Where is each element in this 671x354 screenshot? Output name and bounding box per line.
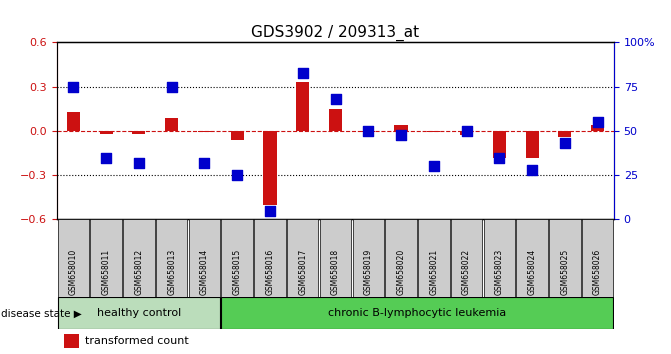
Bar bbox=[165, 118, 178, 131]
Point bbox=[199, 160, 210, 166]
Point bbox=[166, 84, 177, 90]
Text: GSM658011: GSM658011 bbox=[102, 249, 111, 295]
Bar bbox=[67, 112, 80, 131]
Text: GSM658012: GSM658012 bbox=[134, 249, 144, 295]
FancyBboxPatch shape bbox=[254, 219, 286, 297]
Point bbox=[461, 128, 472, 134]
Bar bbox=[591, 125, 604, 131]
Point bbox=[396, 132, 407, 137]
Text: disease state ▶: disease state ▶ bbox=[1, 308, 82, 318]
Bar bbox=[525, 131, 539, 158]
Text: GSM658018: GSM658018 bbox=[331, 249, 340, 295]
Point bbox=[560, 141, 570, 146]
Bar bbox=[362, 131, 375, 132]
Text: GSM658016: GSM658016 bbox=[266, 249, 274, 295]
Text: GSM658010: GSM658010 bbox=[69, 249, 78, 295]
FancyBboxPatch shape bbox=[91, 219, 122, 297]
FancyBboxPatch shape bbox=[385, 219, 417, 297]
FancyBboxPatch shape bbox=[287, 219, 319, 297]
FancyBboxPatch shape bbox=[517, 219, 548, 297]
FancyBboxPatch shape bbox=[221, 219, 253, 297]
Point bbox=[363, 128, 374, 134]
Text: GSM658014: GSM658014 bbox=[200, 249, 209, 295]
Point bbox=[330, 96, 341, 102]
Text: GSM658023: GSM658023 bbox=[495, 249, 504, 295]
Bar bbox=[231, 131, 244, 140]
Text: GSM658015: GSM658015 bbox=[233, 249, 242, 295]
Point bbox=[134, 160, 144, 166]
Text: GSM658024: GSM658024 bbox=[527, 249, 537, 295]
Bar bbox=[99, 131, 113, 134]
Text: GSM658020: GSM658020 bbox=[397, 249, 405, 295]
Text: GSM658025: GSM658025 bbox=[560, 249, 569, 295]
Point bbox=[428, 164, 439, 169]
Point bbox=[494, 155, 505, 160]
Text: healthy control: healthy control bbox=[97, 308, 181, 318]
Bar bbox=[329, 109, 342, 131]
FancyBboxPatch shape bbox=[451, 219, 482, 297]
Bar bbox=[132, 131, 146, 134]
FancyBboxPatch shape bbox=[189, 219, 220, 297]
Bar bbox=[395, 125, 407, 131]
FancyBboxPatch shape bbox=[123, 219, 154, 297]
FancyBboxPatch shape bbox=[418, 219, 450, 297]
Text: GSM658013: GSM658013 bbox=[167, 249, 176, 295]
Bar bbox=[427, 131, 440, 132]
Bar bbox=[296, 82, 309, 131]
Point bbox=[592, 119, 603, 125]
FancyBboxPatch shape bbox=[156, 219, 187, 297]
Bar bbox=[460, 131, 473, 135]
FancyBboxPatch shape bbox=[221, 297, 613, 329]
Bar bbox=[493, 131, 506, 158]
Point bbox=[232, 172, 243, 178]
Text: transformed count: transformed count bbox=[85, 336, 189, 346]
Point bbox=[527, 167, 537, 173]
FancyBboxPatch shape bbox=[484, 219, 515, 297]
FancyBboxPatch shape bbox=[549, 219, 580, 297]
Point bbox=[101, 155, 111, 160]
Point bbox=[297, 70, 308, 75]
Text: chronic B-lymphocytic leukemia: chronic B-lymphocytic leukemia bbox=[328, 308, 507, 318]
Bar bbox=[558, 131, 572, 137]
Text: GSM658022: GSM658022 bbox=[462, 249, 471, 295]
FancyBboxPatch shape bbox=[58, 297, 220, 329]
Text: GSM658017: GSM658017 bbox=[298, 249, 307, 295]
Text: GSM658021: GSM658021 bbox=[429, 249, 438, 295]
Bar bbox=[198, 131, 211, 132]
FancyBboxPatch shape bbox=[320, 219, 351, 297]
FancyBboxPatch shape bbox=[352, 219, 384, 297]
FancyBboxPatch shape bbox=[582, 219, 613, 297]
Title: GDS3902 / 209313_at: GDS3902 / 209313_at bbox=[252, 25, 419, 41]
Text: GSM658026: GSM658026 bbox=[593, 249, 602, 295]
Point bbox=[264, 208, 275, 213]
FancyBboxPatch shape bbox=[58, 219, 89, 297]
Bar bbox=[64, 334, 79, 348]
Bar bbox=[264, 131, 276, 205]
Text: GSM658019: GSM658019 bbox=[364, 249, 373, 295]
Point bbox=[68, 84, 79, 90]
